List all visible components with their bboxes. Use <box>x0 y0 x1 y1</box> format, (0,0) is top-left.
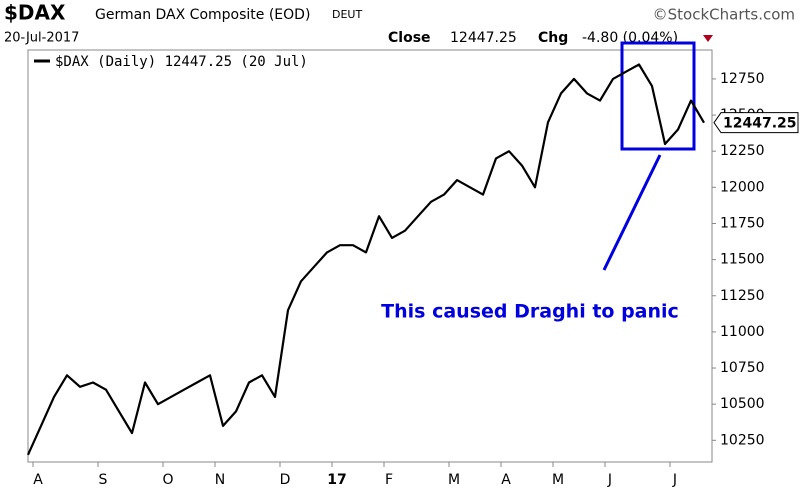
date: 20-Jul-2017 <box>4 31 79 46</box>
y-tick-label: 11250 <box>720 288 765 304</box>
y-tick-label: 12000 <box>720 179 765 195</box>
chart-title: $DAX <box>4 1 66 25</box>
y-tick-label: 11500 <box>720 252 765 268</box>
y-tick-label: 10250 <box>720 432 765 448</box>
y-tick-label: 12250 <box>720 143 765 159</box>
highlight-box <box>620 41 696 151</box>
x-tick-label: M <box>448 472 460 488</box>
x-tick-label: J <box>672 472 677 488</box>
y-tick-label: 12750 <box>720 71 765 87</box>
last-value-label: 12447.25 <box>723 116 797 132</box>
credit: ©StockCharts.com <box>653 6 795 24</box>
x-tick-label: D <box>280 472 291 488</box>
x-tick-label: O <box>162 472 173 488</box>
plot-frame <box>27 49 713 463</box>
price-line <box>26 63 705 456</box>
x-tick-label: A <box>33 472 43 488</box>
last-value-box <box>713 112 799 134</box>
down-arrow <box>703 35 713 42</box>
close-value: 12447.25 <box>450 30 517 46</box>
close-label: Close <box>388 30 431 46</box>
y-tick-label: 11750 <box>720 215 765 231</box>
chg-label: Chg <box>538 30 568 46</box>
y-tick-label: 11000 <box>720 324 765 340</box>
x-tick-label: J <box>607 472 612 488</box>
annotation-arrow <box>602 154 662 271</box>
x-tick-label: M <box>552 472 564 488</box>
x-tick-label: N <box>215 472 225 488</box>
chart-subtitle: German DAX Composite (EOD) <box>95 7 310 23</box>
exchange: DEUT <box>332 8 362 21</box>
x-tick-label: 17 <box>327 472 346 488</box>
x-tick-label: S <box>99 472 108 488</box>
x-tick-label: A <box>501 472 511 488</box>
legend-label: $DAX (Daily) 12447.25 (20 Jul) <box>55 54 308 70</box>
y-tick-label: 10500 <box>720 396 765 412</box>
x-tick-label: F <box>385 472 393 488</box>
y-tick-label: 10750 <box>720 360 765 376</box>
annotation: This caused Draghi to panic <box>381 301 679 323</box>
